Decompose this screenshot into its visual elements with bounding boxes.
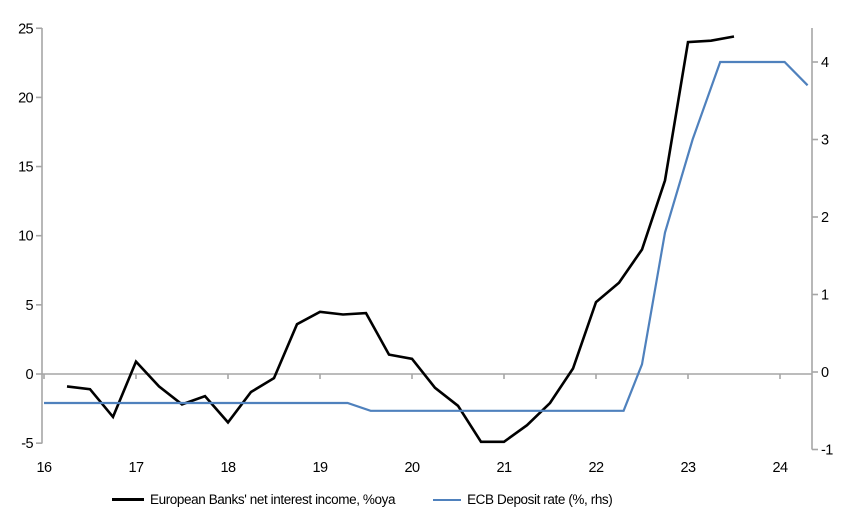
ecb-line-swatch: [433, 498, 462, 501]
chart-legend: European Banks' net interest income, %oy…: [112, 492, 613, 507]
x-axis-tick-label: 18: [221, 460, 236, 476]
x-axis-tick-label: 21: [497, 460, 512, 476]
x-axis-tick-label: 23: [681, 460, 696, 476]
legend-item-ecb: ECB Deposit rate (%, rhs): [433, 492, 613, 507]
x-axis-tick-label: 19: [313, 460, 328, 476]
right-axis-tick-label: 0: [821, 365, 829, 381]
legend-item-nii: European Banks' net interest income, %oy…: [112, 492, 395, 507]
right-axis-tick-label: 2: [821, 210, 829, 226]
ecb-series-line: [44, 60, 809, 412]
x-axis-tick-label: 17: [129, 460, 144, 476]
right-axis-tick-label: 1: [821, 288, 829, 304]
x-axis-tick-label: 16: [37, 460, 52, 476]
right-axis-tick-label: -1: [821, 443, 833, 459]
left-axis-tick-label: -5: [21, 436, 33, 452]
left-axis-tick-label: 20: [18, 90, 33, 106]
x-axis-tick-label: 22: [589, 460, 604, 476]
right-axis-tick-label: 3: [821, 133, 829, 149]
left-axis-tick-label: 5: [26, 298, 34, 314]
x-axis-tick-label: 24: [773, 460, 788, 476]
left-axis-tick-label: 15: [18, 160, 33, 176]
nii-series-line: [66, 35, 735, 444]
left-axis-tick-label: 10: [18, 229, 33, 245]
legend-label-ecb: ECB Deposit rate (%, rhs): [467, 492, 613, 507]
legend-label-nii: European Banks' net interest income, %oy…: [150, 492, 396, 507]
nii-line-swatch: [112, 498, 144, 501]
left-axis-tick-label: 0: [26, 367, 34, 383]
right-axis-tick-label: 4: [821, 55, 829, 71]
left-axis-tick-label: 25: [18, 21, 33, 37]
x-axis-tick-label: 20: [405, 460, 420, 476]
